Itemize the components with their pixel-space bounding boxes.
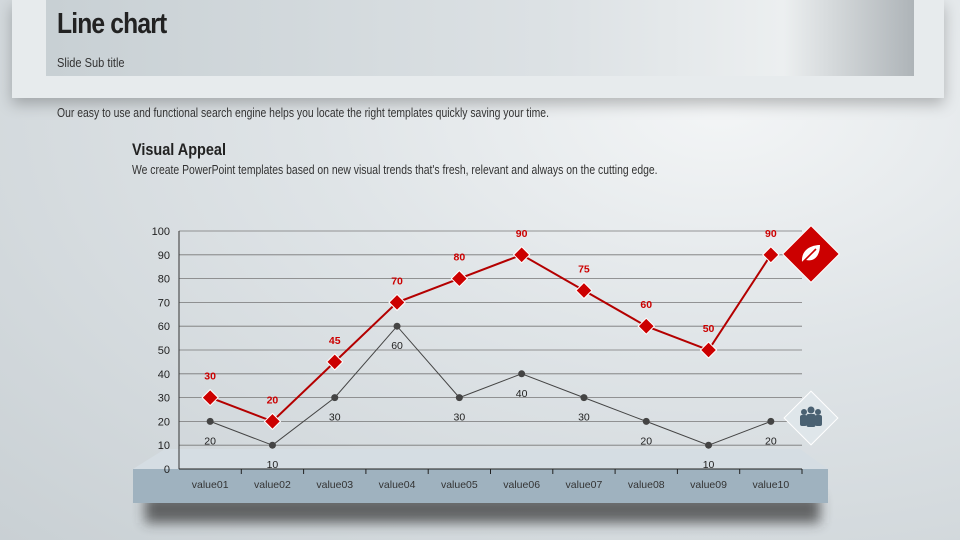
series2-data-label: 20: [640, 435, 652, 447]
x-tick-label: value04: [379, 479, 416, 491]
series2-point: [580, 394, 588, 402]
people-group-icon: [783, 390, 839, 446]
x-tick-label: value06: [503, 479, 540, 491]
series1-data-label: 20: [267, 394, 279, 406]
slide-subtitle: Slide Sub title: [57, 55, 125, 70]
series1-data-label: 80: [454, 252, 466, 264]
series1-data-label: 30: [204, 371, 216, 383]
y-tick-label: 20: [158, 416, 170, 428]
y-tick-label: 50: [158, 345, 170, 357]
x-tick-label: value07: [566, 479, 603, 491]
y-tick-label: 80: [158, 274, 170, 286]
series1-point: [201, 388, 219, 407]
y-tick-label: 90: [158, 250, 170, 262]
platform-front: [133, 469, 828, 503]
series2-line: [209, 325, 772, 446]
series2-point: [206, 417, 214, 425]
series1-point: [450, 269, 469, 288]
series2-data-label: 30: [454, 412, 466, 424]
series2-point: [642, 417, 650, 425]
y-tick-label: 10: [158, 440, 170, 452]
series1-data-label: 75: [578, 264, 590, 276]
section-text: We create PowerPoint templates based on …: [132, 162, 658, 177]
x-tick-label: value08: [628, 479, 665, 491]
x-tick-label: value01: [192, 479, 229, 491]
series2-point: [767, 417, 775, 425]
series2-data-label: 10: [703, 459, 715, 471]
series1-point: [762, 246, 780, 264]
series2-point: [705, 441, 713, 449]
x-tick-label: value09: [690, 479, 727, 491]
x-tick-label: value02: [254, 479, 291, 491]
intro-text: Our easy to use and functional search en…: [57, 105, 549, 120]
series1-point: [512, 246, 531, 264]
platform-top: [133, 449, 828, 469]
series1-data-label: 90: [765, 228, 777, 240]
y-tick-label: 100: [152, 226, 170, 238]
y-tick-label: 0: [164, 464, 170, 476]
series2-data-label: 20: [204, 435, 216, 447]
series1-data-label: 90: [516, 228, 528, 240]
header-panel: [46, 0, 914, 76]
slide-title: Line chart: [57, 8, 167, 40]
x-tick-label: value10: [752, 479, 789, 491]
series2-point: [518, 370, 526, 378]
series1-point: [637, 317, 655, 335]
series2-point: [331, 394, 339, 402]
series2-point: [268, 441, 276, 449]
series2-data-label: 20: [765, 435, 777, 447]
series1-data-label: 60: [640, 299, 652, 311]
series1-point: [326, 353, 344, 371]
series1-point: [388, 293, 406, 312]
series1-data-label: 45: [329, 335, 341, 347]
series1-point: [263, 412, 282, 431]
series1-point: [699, 341, 718, 359]
y-tick-label: 60: [158, 321, 170, 333]
series2-data-label: 30: [578, 412, 590, 424]
header-frame: [12, 0, 944, 98]
series1-data-label: 50: [703, 323, 715, 335]
leaf-icon: [782, 225, 840, 283]
series2-data-label: 10: [267, 459, 279, 471]
section-heading: Visual Appeal: [132, 140, 226, 159]
y-tick-label: 30: [158, 393, 170, 405]
y-tick-label: 40: [158, 369, 170, 381]
series2-data-label: 30: [329, 412, 341, 424]
series2-data-label: 40: [516, 388, 528, 400]
series2-data-label: 60: [391, 340, 403, 352]
series2-point: [393, 322, 401, 330]
series1-data-label: 70: [391, 275, 403, 287]
x-tick-label: value05: [441, 479, 478, 491]
series1-point: [575, 281, 593, 300]
series1-line: [209, 253, 772, 423]
series2-point: [455, 394, 463, 402]
x-tick-label: value03: [316, 479, 353, 491]
y-tick-label: 70: [158, 297, 170, 309]
